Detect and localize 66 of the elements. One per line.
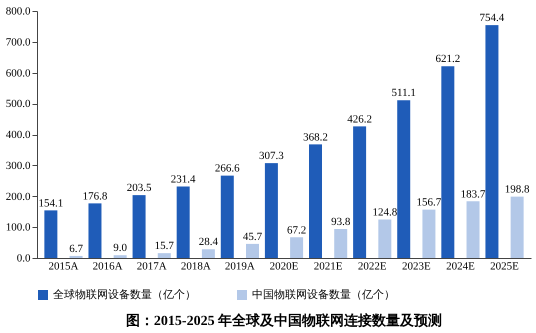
data-label: 15.7 (154, 240, 174, 252)
data-label: 426.2 (347, 113, 372, 126)
data-label: 231.4 (170, 174, 196, 186)
x-tick-label: 2025E (490, 260, 520, 272)
x-tick-label: 2021E (314, 260, 343, 272)
x-tick-label: 2018A (180, 260, 211, 272)
data-label: 183.7 (460, 188, 486, 200)
y-tick-label: 100.0 (6, 222, 31, 234)
y-tick-label: 300.0 (6, 160, 31, 172)
bar (246, 244, 259, 258)
x-tick-label: 2017A (136, 260, 167, 272)
bar (202, 249, 215, 258)
bar (353, 126, 366, 258)
bar (378, 219, 392, 258)
data-label: 176.8 (82, 190, 108, 202)
bar (466, 201, 480, 258)
bar (485, 25, 498, 258)
data-label: 266.6 (214, 162, 240, 175)
bar (397, 100, 410, 258)
data-label: 45.7 (242, 230, 263, 243)
y-tick-label: 200.0 (6, 190, 31, 203)
bar (44, 210, 58, 258)
data-label: 307.3 (259, 150, 284, 162)
data-label: 754.4 (480, 12, 505, 24)
y-tick-label: 800.0 (6, 6, 31, 18)
x-tick-label: 2022E (358, 260, 387, 272)
x-tick-label: 2019A (224, 260, 255, 272)
data-label: 9.0 (113, 242, 128, 254)
data-label: 124.8 (372, 206, 398, 218)
x-tick-label: 2023E (402, 260, 431, 272)
x-tick-label: 2015A (48, 260, 78, 272)
bar (158, 253, 171, 258)
bar (220, 176, 234, 258)
bar (132, 195, 146, 258)
y-tick-label: 0.0 (16, 252, 31, 264)
data-label: 6.7 (69, 242, 84, 255)
bar (422, 210, 436, 258)
legend-label: 中国物联网设备数量（亿个） (252, 288, 395, 301)
data-label: 154.1 (38, 197, 64, 210)
data-label: 621.2 (435, 53, 460, 66)
bar (264, 163, 278, 258)
data-label: 28.4 (198, 236, 219, 248)
y-tick-label: 600.0 (6, 67, 31, 80)
x-tick-label: 2016A (92, 260, 123, 272)
bar (510, 196, 524, 258)
x-tick-label: 2024E (446, 260, 476, 272)
y-tick-label: 700.0 (6, 36, 31, 48)
data-label: 368.2 (303, 131, 328, 144)
x-tick-label: 2020E (270, 260, 299, 272)
data-label: 511.1 (392, 87, 416, 100)
bar (441, 66, 454, 258)
bar (309, 144, 322, 258)
bar (88, 203, 102, 258)
y-tick-label: 500.0 (6, 98, 31, 110)
bar (290, 237, 304, 258)
data-label: 93.8 (331, 216, 351, 228)
y-tick-label: 400.0 (6, 129, 31, 141)
bar (114, 255, 127, 258)
legend-label: 全球物联网设备数量（亿个） (53, 288, 196, 301)
data-label: 203.5 (126, 182, 152, 194)
data-label: 198.8 (504, 184, 530, 196)
data-label: 67.2 (286, 224, 306, 236)
data-label: 156.7 (416, 196, 442, 209)
text: 图：2015-2025 年全球及中国物联网连接数量及预测 (126, 312, 442, 329)
bar (334, 229, 348, 258)
bar (176, 186, 190, 258)
